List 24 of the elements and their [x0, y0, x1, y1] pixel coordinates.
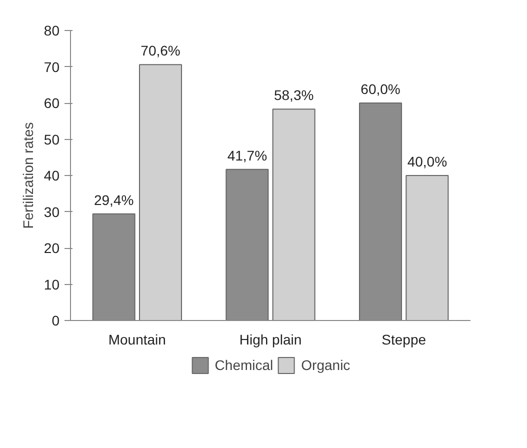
data-label: 70,6%	[140, 42, 180, 59]
x-tick-label: Mountain	[108, 332, 166, 348]
data-label: 60,0%	[360, 81, 400, 97]
x-tick-label: Steppe	[382, 332, 426, 348]
data-label: 40,0%	[407, 154, 448, 170]
y-tick-label: 20	[44, 240, 60, 256]
y-tick-label: 60	[44, 95, 60, 111]
data-label: 41,7%	[227, 147, 268, 164]
y-tick-label: 30	[44, 204, 60, 220]
bar	[272, 108, 316, 320]
y-tick-label: 10	[44, 276, 60, 292]
y-axis-title: Fertilization rates	[20, 122, 36, 229]
legend-label: Organic	[301, 357, 350, 373]
y-tick-label: 0	[52, 312, 60, 328]
y-tick-label: 50	[44, 131, 60, 148]
y-tick-label: 40	[44, 168, 60, 184]
data-label: 58,3%	[274, 87, 314, 104]
bar	[139, 64, 182, 320]
y-tick-label: 80	[44, 22, 60, 38]
x-tick-label: High plain	[239, 332, 302, 348]
legend-label: Chemical	[214, 357, 274, 373]
bar	[406, 175, 449, 320]
y-tick-label: 70	[44, 58, 60, 75]
data-label: 29,4%	[94, 192, 134, 208]
